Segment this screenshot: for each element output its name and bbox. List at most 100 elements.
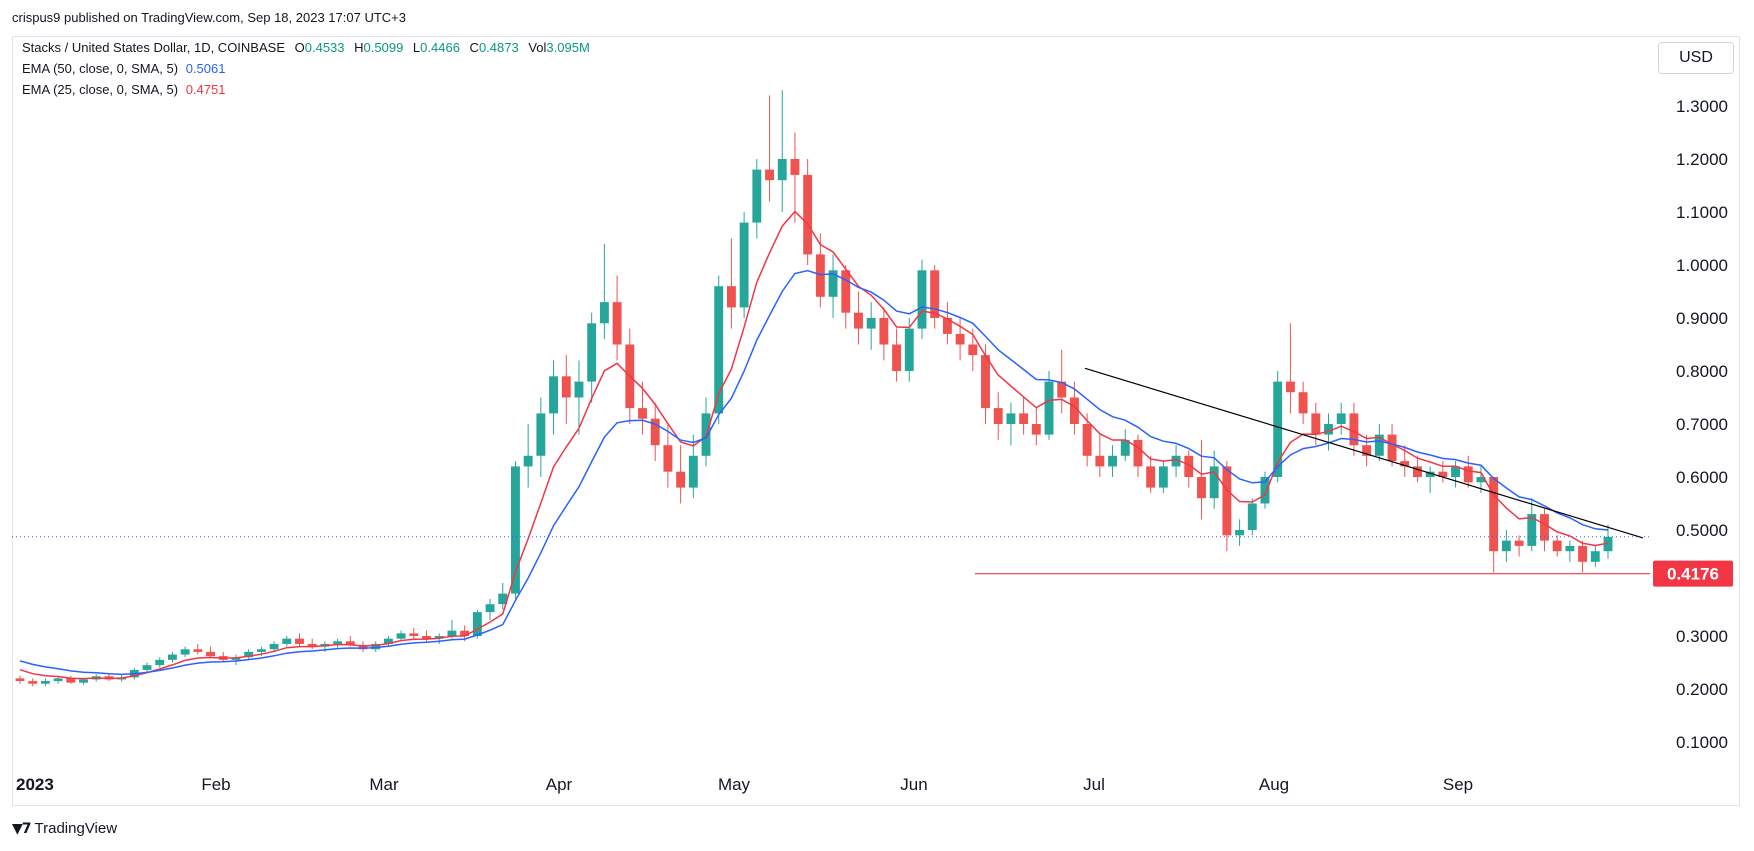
candle-body[interactable] <box>1031 424 1041 435</box>
candle-body[interactable] <box>282 638 292 644</box>
candle-body[interactable] <box>1578 545 1588 562</box>
candle-body[interactable] <box>638 408 647 419</box>
legend-ema25-row[interactable]: EMA (25, close, 0, SMA, 5) 0.4751 <box>22 82 225 97</box>
candle-body[interactable] <box>333 641 343 644</box>
candle-body[interactable] <box>765 169 774 181</box>
candle-body[interactable] <box>917 270 927 329</box>
candle-body[interactable] <box>676 471 686 488</box>
candle-body[interactable] <box>663 445 673 472</box>
candle-body[interactable] <box>460 630 470 636</box>
candle-body[interactable] <box>587 323 597 382</box>
candle-body[interactable] <box>815 254 825 297</box>
candle-body[interactable] <box>1108 455 1117 467</box>
candle-body[interactable] <box>1590 551 1600 562</box>
candle-body[interactable] <box>1311 413 1321 435</box>
candle-body[interactable] <box>612 302 622 345</box>
legend-ema50-row[interactable]: EMA (50, close, 0, SMA, 5) 0.5061 <box>22 61 225 76</box>
candle-body[interactable] <box>714 286 724 414</box>
candle-body[interactable] <box>854 312 863 329</box>
candle-body[interactable] <box>1235 530 1245 536</box>
candle-body[interactable] <box>269 643 279 650</box>
candle-body[interactable] <box>1425 471 1435 477</box>
candle-body[interactable] <box>904 328 914 371</box>
candle-body[interactable] <box>40 681 50 684</box>
candle-body[interactable] <box>993 408 1003 424</box>
candle-body[interactable] <box>1019 413 1029 424</box>
candle-body[interactable] <box>803 174 813 255</box>
candle-body[interactable] <box>66 678 76 683</box>
candle-body[interactable] <box>790 159 800 175</box>
candle-body[interactable] <box>1044 381 1054 435</box>
candle-body[interactable] <box>409 633 419 636</box>
candle-body[interactable] <box>511 466 520 594</box>
candle-body[interactable] <box>1374 434 1384 456</box>
candle-body[interactable] <box>28 681 38 684</box>
candle-body[interactable] <box>1514 540 1524 546</box>
candle-body[interactable] <box>1552 540 1562 552</box>
candle-body[interactable] <box>180 649 190 655</box>
candle-body[interactable] <box>1171 455 1181 467</box>
candle-body[interactable] <box>1247 503 1257 531</box>
candle-body[interactable] <box>1451 466 1460 477</box>
candle-body[interactable] <box>1387 434 1397 462</box>
candle-body[interactable] <box>523 455 533 467</box>
candle-body[interactable] <box>1006 413 1016 424</box>
candle-body[interactable] <box>383 638 393 644</box>
candle-body[interactable] <box>1349 413 1359 446</box>
candle-body[interactable] <box>1197 477 1206 499</box>
candle-body[interactable] <box>1463 466 1473 483</box>
candle-body[interactable] <box>244 651 254 658</box>
candle-body[interactable] <box>599 302 609 324</box>
candle-body[interactable] <box>1285 381 1295 393</box>
candle-body[interactable] <box>892 344 902 372</box>
candle-body[interactable] <box>256 649 266 652</box>
candle-body[interactable] <box>1133 439 1143 467</box>
candle-body[interactable] <box>777 159 787 181</box>
candle-body[interactable] <box>1298 392 1308 414</box>
candle-body[interactable] <box>981 355 990 409</box>
candle-body[interactable] <box>1057 381 1067 398</box>
candle-body[interactable] <box>536 413 546 456</box>
candle-body[interactable] <box>345 641 355 646</box>
candle-body[interactable] <box>422 636 431 639</box>
candle-body[interactable] <box>295 638 304 644</box>
candle-body[interactable] <box>752 169 762 223</box>
candle-body[interactable] <box>828 270 838 297</box>
candle-body[interactable] <box>650 418 660 446</box>
tradingview-logo[interactable]: ▼7 TradingView <box>12 820 117 837</box>
candle-body[interactable] <box>472 612 482 636</box>
candle-body[interactable] <box>371 643 381 650</box>
candle-body[interactable] <box>1069 397 1079 425</box>
candle-body[interactable] <box>1146 466 1156 488</box>
candle-body[interactable] <box>498 593 508 605</box>
candle-body[interactable] <box>1260 477 1270 504</box>
descending-trendline[interactable] <box>1084 367 1644 539</box>
candle-body[interactable] <box>193 649 203 652</box>
candle-body[interactable] <box>1527 514 1537 546</box>
candle-body[interactable] <box>1400 461 1410 467</box>
candle-body[interactable] <box>396 633 406 639</box>
candle-body[interactable] <box>1540 514 1549 541</box>
candle-body[interactable] <box>930 270 940 318</box>
candle-body[interactable] <box>142 665 152 670</box>
candle-body[interactable] <box>168 654 177 660</box>
candle-body[interactable] <box>1501 540 1511 552</box>
candle-body[interactable] <box>1082 424 1092 456</box>
candle-body[interactable] <box>574 381 584 398</box>
candle-body[interactable] <box>155 659 165 666</box>
candle-body[interactable] <box>1324 424 1333 435</box>
legend-symbol[interactable]: Stacks / United States Dollar, 1D, COINB… <box>22 40 285 55</box>
candle-body[interactable] <box>1158 466 1168 488</box>
candle-body[interactable] <box>739 222 749 308</box>
candle-body[interactable] <box>1095 455 1105 467</box>
candle-body[interactable] <box>726 286 736 308</box>
candle-body[interactable] <box>1565 545 1575 552</box>
candle-body[interactable] <box>688 455 698 488</box>
candle-body[interactable] <box>942 318 952 334</box>
candle-body[interactable] <box>1476 477 1486 483</box>
candle-body[interactable] <box>1438 471 1448 477</box>
candle-body[interactable] <box>866 318 876 329</box>
candle-body[interactable] <box>1273 381 1283 477</box>
candle-body[interactable] <box>206 651 216 657</box>
